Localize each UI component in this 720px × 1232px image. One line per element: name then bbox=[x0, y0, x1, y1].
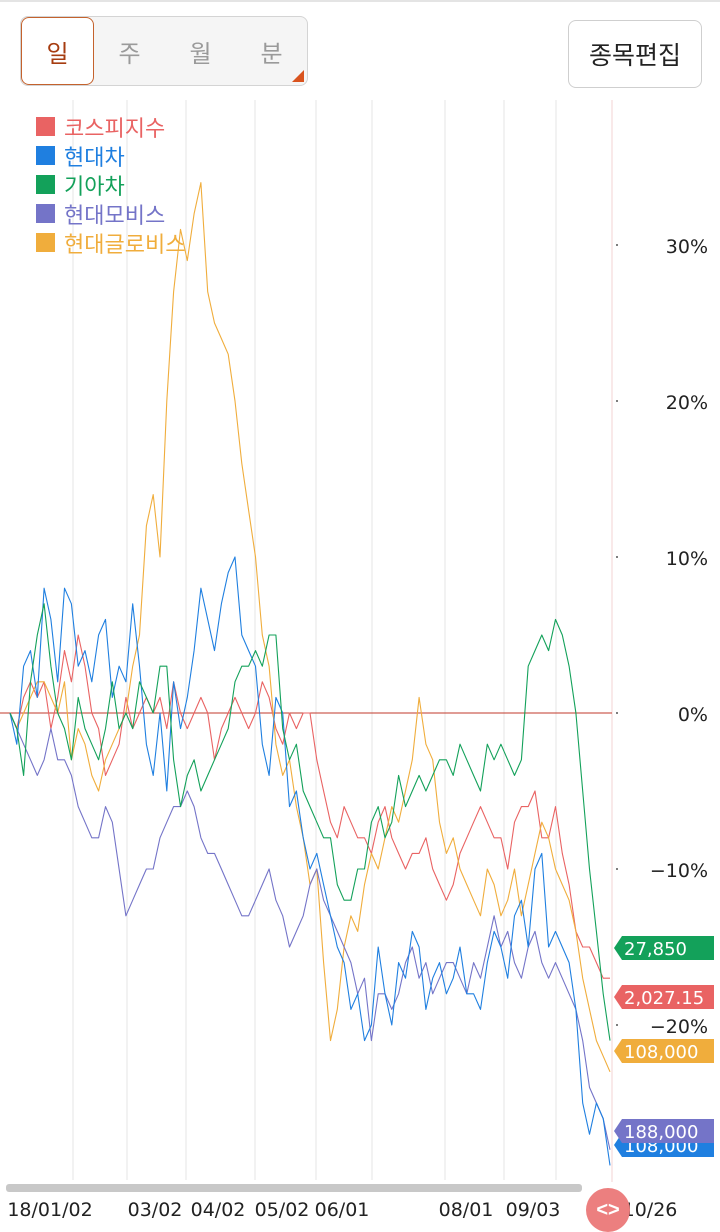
tab-monthly[interactable]: 월 bbox=[189, 40, 212, 68]
y-tick-dot bbox=[616, 1024, 618, 1026]
y-tick-label: −20% bbox=[650, 1016, 708, 1038]
legend-swatch bbox=[36, 117, 55, 136]
y-tick-label: 20% bbox=[666, 392, 708, 414]
y-tick-label: 10% bbox=[666, 548, 708, 570]
top-divider bbox=[0, 0, 720, 2]
last-value-badge-glovis bbox=[614, 1039, 714, 1063]
legend-item-kospi: 코스피지수 bbox=[36, 112, 185, 142]
tab-daily[interactable]: 일 bbox=[21, 17, 94, 85]
tab-weekly[interactable]: 주 bbox=[118, 40, 141, 68]
series-line-kia bbox=[9, 603, 611, 1041]
y-tick-dot bbox=[616, 712, 618, 714]
last-value-badge-mobis bbox=[614, 1119, 714, 1143]
chart-svg: 30% 20% 10% 0% −10% −20% 27,850 2,027.15 108,000… bbox=[0, 100, 714, 1221]
series-line-mobis bbox=[9, 712, 611, 1150]
legend-label: 코스피지수 bbox=[64, 116, 166, 142]
chart-area[interactable]: 30% 20% 10% 0% −10% −20% 27,850 2,027.15 108,000… bbox=[0, 100, 720, 1232]
x-tick-label: 05/02 bbox=[255, 1199, 310, 1221]
chart-scrollbar[interactable] bbox=[6, 1184, 582, 1192]
last-value-badge-kospi bbox=[614, 985, 714, 1009]
legend-item-mobis: 현대모비스 bbox=[36, 199, 185, 229]
legend-swatch bbox=[36, 146, 55, 165]
last-value-label-glovis: 108,000 bbox=[624, 1042, 698, 1063]
last-value-label-mobis: 188,000 bbox=[624, 1122, 698, 1143]
legend-label: 기아차 bbox=[64, 174, 125, 200]
x-tick-label: 09/03 bbox=[506, 1199, 561, 1221]
y-tick-dot bbox=[616, 400, 618, 402]
last-value-label-kia: 27,850 bbox=[624, 939, 687, 960]
y-tick-dot bbox=[616, 868, 618, 870]
x-tick-label: 10/26 bbox=[623, 1199, 678, 1221]
y-tick-label: −10% bbox=[650, 860, 708, 882]
legend-item-glovis: 현대글로비스 bbox=[36, 228, 186, 258]
legend-swatch bbox=[36, 204, 55, 223]
x-tick-label: 04/02 bbox=[191, 1199, 246, 1221]
legend-label: 현대글로비스 bbox=[64, 232, 186, 258]
chart-scroll-handle-icon[interactable]: <> bbox=[586, 1188, 630, 1232]
last-value-badge-kia bbox=[614, 936, 714, 960]
legend-swatch bbox=[36, 233, 55, 252]
dropdown-corner-icon bbox=[292, 70, 304, 82]
last-value-label-kospi: 2,027.15 bbox=[624, 988, 704, 1009]
edit-stocks-button[interactable]: 종목편집 bbox=[568, 20, 702, 88]
y-tick-dot bbox=[616, 244, 618, 246]
x-tick-label: 08/01 bbox=[439, 1199, 494, 1221]
period-tab-group: 일 주 월 분 bbox=[20, 16, 308, 86]
y-tick-label: 0% bbox=[678, 704, 708, 726]
tab-minute[interactable]: 분 bbox=[236, 17, 307, 85]
x-tick-label: 03/02 bbox=[128, 1199, 183, 1221]
y-tick-dot bbox=[616, 556, 618, 558]
y-tick-label: 30% bbox=[666, 236, 708, 258]
legend-item-hyundai: 현대차 bbox=[36, 141, 185, 171]
series-line-glovis bbox=[9, 182, 611, 1073]
tab-minute-label: 분 bbox=[260, 40, 283, 68]
legend-label: 현대모비스 bbox=[64, 203, 166, 229]
legend-label: 현대차 bbox=[64, 145, 125, 171]
x-tick-label: 18/01/02 bbox=[7, 1199, 92, 1221]
legend-swatch bbox=[36, 175, 55, 194]
series-line-kospi bbox=[9, 634, 610, 979]
series-line-hyundai bbox=[9, 556, 611, 1166]
legend-item-kia: 기아차 bbox=[36, 170, 185, 200]
x-tick-label: 06/01 bbox=[315, 1199, 370, 1221]
